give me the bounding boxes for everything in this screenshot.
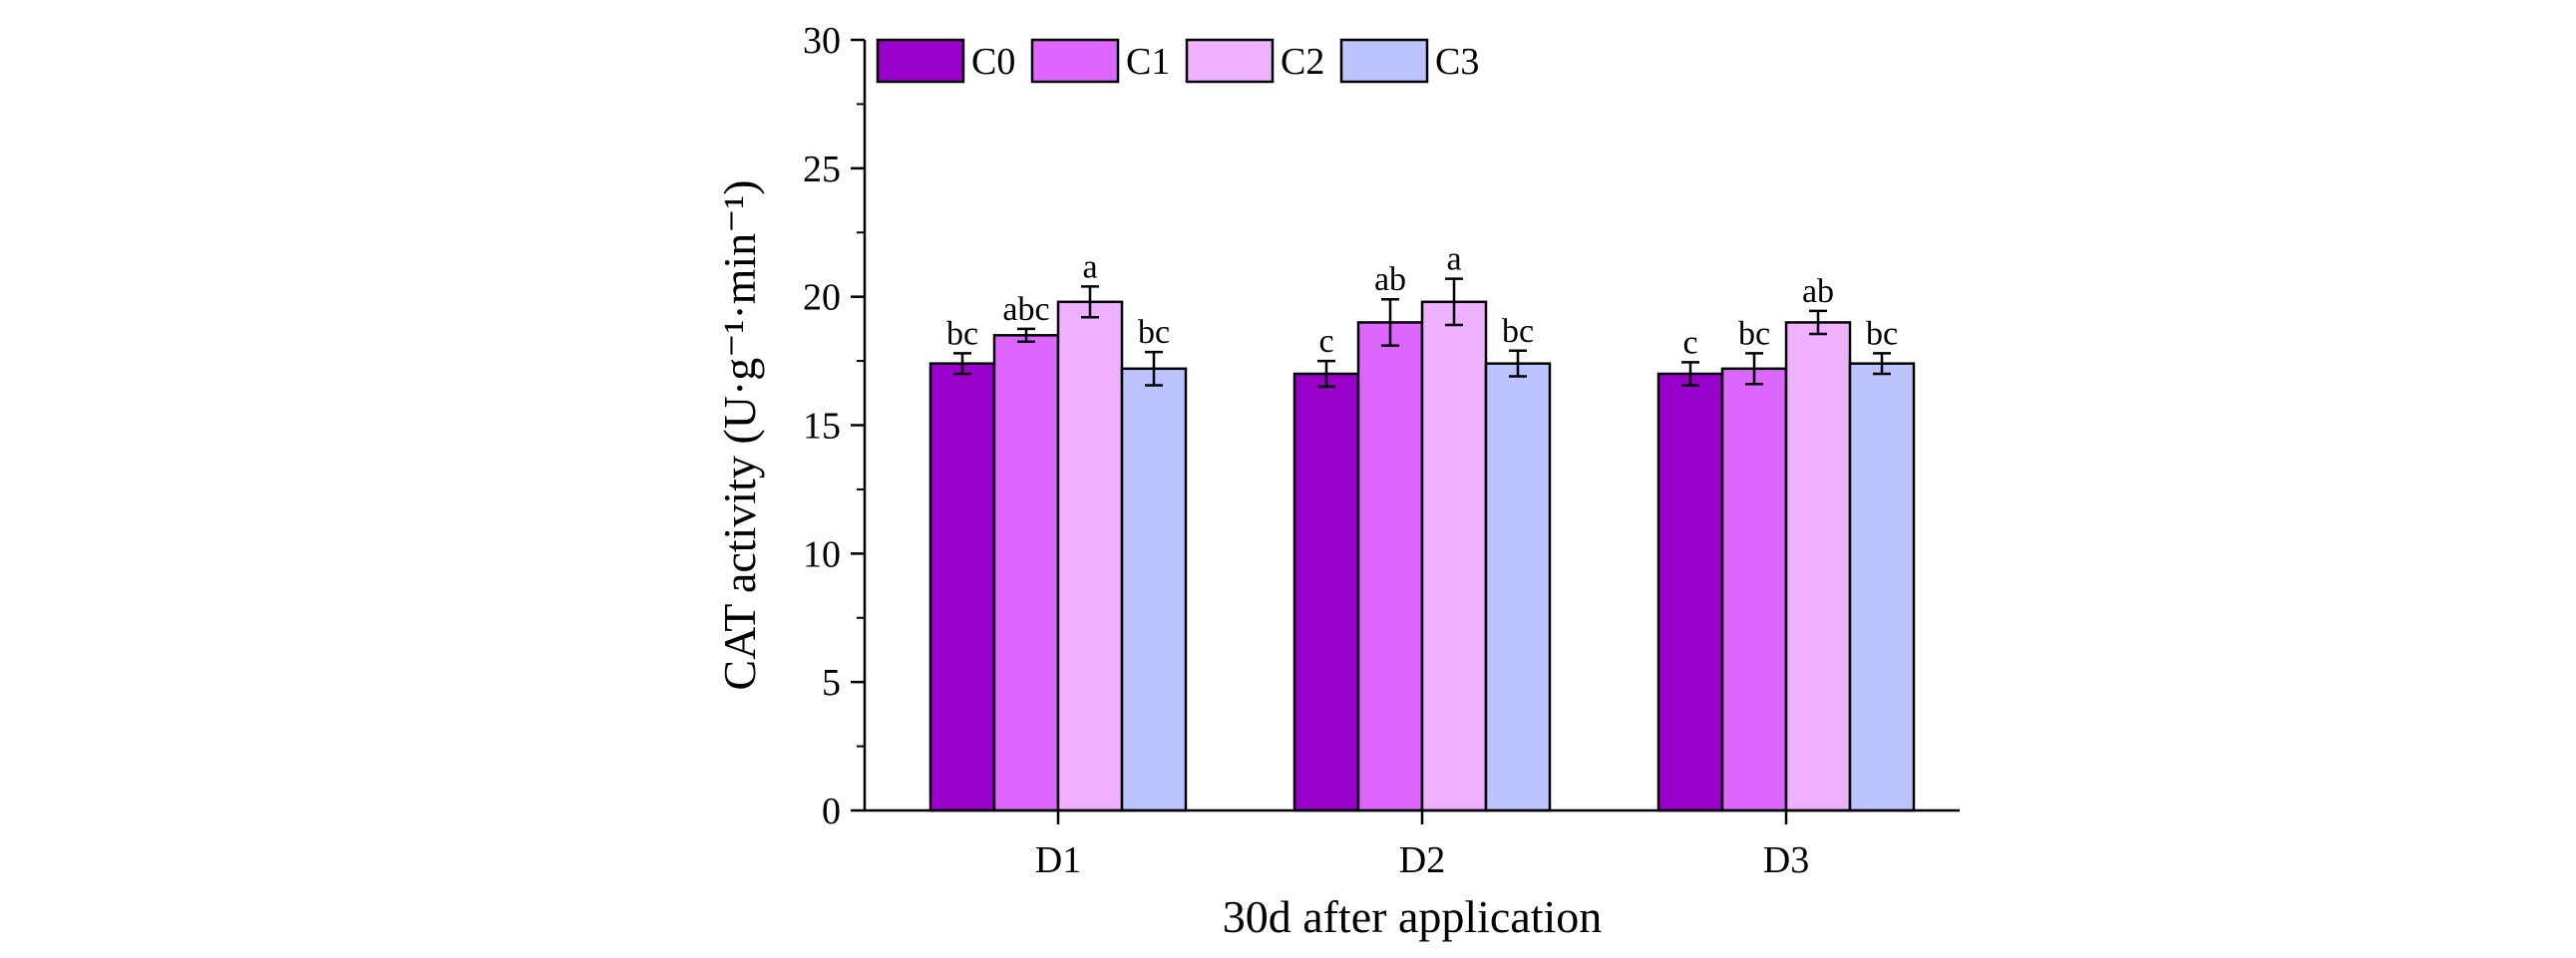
bar-D1-C2	[1056, 300, 1124, 812]
significance-label-D3-C0: c	[1682, 324, 1697, 361]
error-bars-layer	[953, 277, 1891, 389]
significance-label-D1-C1: abc	[1002, 291, 1049, 328]
x-axis-title: 30d after application	[1223, 891, 1603, 942]
y-tick-label-30: 30	[803, 20, 841, 62]
bar-D2-C2	[1420, 300, 1488, 812]
significance-label-D3-C1: bc	[1738, 315, 1770, 352]
bar-D3-C1	[1720, 367, 1788, 812]
bar-D1-C1	[992, 334, 1060, 812]
bar-D1-C0	[928, 362, 996, 812]
legend-swatch-C3	[1339, 38, 1429, 84]
bar-D3-C2	[1784, 321, 1852, 812]
y-tick-label-25: 25	[803, 149, 841, 190]
x-tick-label-D3: D3	[1763, 839, 1809, 881]
legend: C0 C1 C2 C3	[876, 38, 1479, 84]
y-tick-label-15: 15	[803, 406, 841, 448]
y-axis-title: CAT activity (U·g⁻¹·min⁻¹)	[714, 179, 765, 690]
significance-label-D1-C2: a	[1082, 248, 1097, 285]
x-tick-label-D2: D2	[1399, 839, 1445, 881]
significance-label-D2-C3: bc	[1502, 313, 1534, 350]
legend-swatch-C2	[1185, 38, 1275, 84]
legend-swatch-C0	[876, 38, 965, 84]
legend-swatch-C1	[1030, 38, 1120, 84]
significance-label-D1-C3: bc	[1138, 314, 1170, 351]
legend-label-C0: C0	[971, 41, 1015, 83]
x-tick-label-D1: D1	[1035, 839, 1081, 881]
significance-label-D3-C2: ab	[1802, 273, 1834, 310]
bar-D3-C3	[1848, 362, 1916, 812]
bar-D1-C3	[1120, 367, 1188, 812]
y-tick-label-0: 0	[822, 791, 841, 832]
y-tick-label-20: 20	[803, 277, 841, 319]
bars-layer	[928, 300, 1916, 812]
legend-label-C2: C2	[1281, 41, 1324, 83]
legend-label-C3: C3	[1435, 41, 1479, 83]
bar-D2-C0	[1292, 372, 1360, 812]
axes-layer: D1 D2 D3 0 5 10 15 20 25 30	[803, 20, 1960, 881]
significance-label-D3-C3: bc	[1866, 315, 1898, 352]
y-tick-label-5: 5	[822, 662, 841, 704]
bar-D2-C3	[1484, 362, 1552, 812]
bar-D3-C0	[1656, 372, 1724, 812]
significance-label-D2-C1: ab	[1374, 261, 1406, 298]
significance-label-D2-C2: a	[1446, 241, 1461, 278]
legend-label-C1: C1	[1126, 41, 1170, 83]
significance-label-D2-C0: c	[1318, 323, 1333, 360]
bar-D2-C1	[1356, 321, 1424, 812]
y-tick-label-10: 10	[803, 533, 841, 575]
significance-label-D1-C0: bc	[946, 315, 978, 352]
